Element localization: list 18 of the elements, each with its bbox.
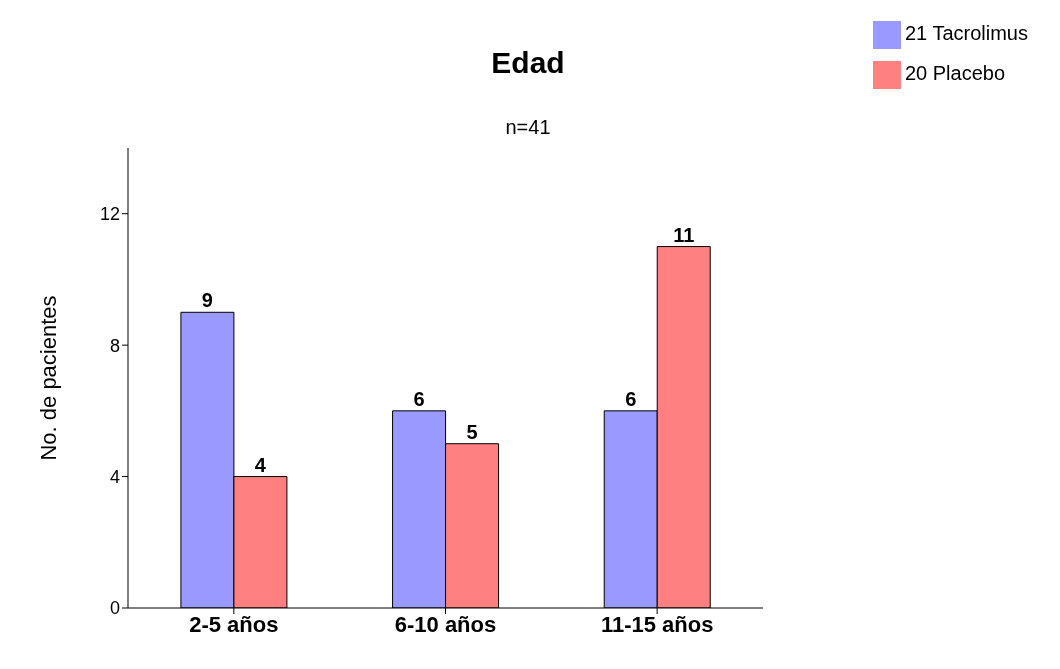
y-tick-label: 8 xyxy=(109,335,120,356)
x-tick-label: 6-10 años xyxy=(394,611,497,637)
legend-label: 20 Placebo xyxy=(904,62,1006,84)
y-tick-label: 12 xyxy=(99,204,120,225)
y-axis-title: No. de pacientes xyxy=(35,295,61,461)
data-label: 6 xyxy=(413,387,425,410)
chart-title: Edad xyxy=(491,46,565,79)
chart-subtitle: n=41 xyxy=(504,116,552,139)
data-label: 11 xyxy=(673,223,695,246)
data-label: 5 xyxy=(466,420,478,443)
x-tick-label: 2-5 años xyxy=(189,611,279,637)
legend-label: 21 Tacrolimus xyxy=(904,22,1028,44)
y-tick-label: 0 xyxy=(109,598,120,619)
y-tick-label: 4 xyxy=(109,466,120,487)
data-label: 6 xyxy=(625,387,637,410)
data-label: 4 xyxy=(254,453,267,476)
data-label: 9 xyxy=(201,289,213,312)
x-tick-label: 11-15 años xyxy=(600,611,714,637)
